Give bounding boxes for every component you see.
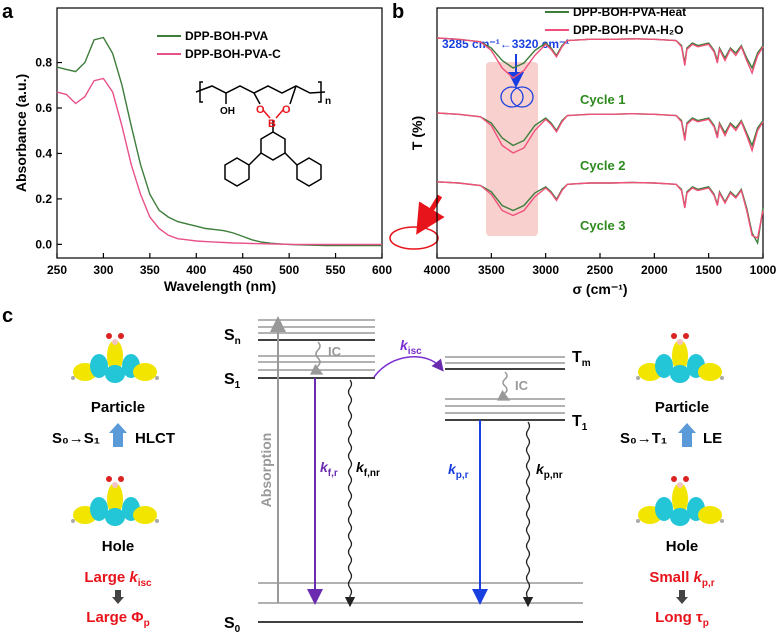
result-label: Long τp — [655, 609, 709, 629]
legend-label: DPP-BOH-PVA-Heat — [573, 5, 686, 19]
annotation-ellipse — [510, 86, 534, 108]
x-tick-label: 4000 — [424, 263, 451, 277]
x-tick-label: 400 — [186, 263, 206, 277]
x-tick-label: 2000 — [641, 263, 668, 277]
ic-arrow — [309, 341, 324, 375]
ic-arrow — [496, 371, 511, 401]
x-tick-label: 3500 — [478, 263, 505, 277]
y-axis-label: Absorbance (a.u.) — [13, 74, 29, 192]
x-tick-label: 600 — [372, 263, 392, 277]
orbital-image — [71, 476, 159, 526]
panel-label: b — [392, 1, 404, 23]
x-tick-label: 3000 — [532, 263, 559, 277]
structure-label: O — [282, 104, 291, 116]
data-line — [436, 37, 764, 79]
process-label: kf,nr — [356, 459, 380, 479]
result-label: Small kp,r — [649, 569, 714, 589]
x-tick-label: 1500 — [695, 263, 722, 277]
process-label: kf,r — [320, 459, 338, 479]
x-tick-label: 350 — [140, 263, 160, 277]
y-tick-label: 0.2 — [35, 192, 52, 206]
structure-label: O — [256, 104, 265, 116]
structure-label: OH — [220, 106, 235, 117]
data-line — [56, 77, 382, 246]
absorption-label: Absorption — [258, 433, 274, 508]
x-tick-label: 550 — [326, 263, 346, 277]
y-axis-label: T (%) — [409, 116, 425, 150]
process-label: kp,nr — [536, 461, 563, 481]
x-tick-label: 2500 — [587, 263, 614, 277]
x-axis-label: σ (cm⁻¹) — [572, 281, 627, 297]
orbital-label: Hole — [666, 538, 699, 555]
transition-arrow — [109, 423, 127, 447]
level-label: S0 — [224, 615, 241, 635]
ic-label: IC — [515, 378, 529, 393]
legend-label: DPP-BOH-PVA-C — [185, 47, 281, 61]
nonradiative-arrow — [344, 379, 356, 608]
annotation-ellipse — [500, 86, 524, 108]
data-line — [436, 181, 764, 246]
process-label: kp,r — [448, 461, 469, 481]
cycle-label: Cycle 1 — [580, 92, 626, 107]
legend-label: DPP-BOH-PVA-H₂O — [573, 23, 683, 37]
orbital-image — [636, 333, 724, 383]
orbital-label: Particle — [655, 399, 709, 416]
orbital-label: Hole — [102, 538, 135, 555]
panel-label: a — [2, 1, 14, 23]
y-tick-label: 0.4 — [35, 146, 52, 160]
panel-label: c — [2, 305, 13, 327]
highlight-band — [486, 62, 538, 236]
highlight-ellipse — [389, 226, 439, 250]
x-tick-label: 250 — [47, 263, 67, 277]
y-tick-label: 0.0 — [35, 237, 52, 251]
isc-arrow — [373, 356, 444, 378]
x-tick-label: 300 — [93, 263, 113, 277]
result-arrow — [112, 590, 124, 604]
process-label: kisc — [400, 337, 422, 357]
data-line — [436, 112, 764, 154]
result-label: Large kisc — [84, 569, 152, 589]
result-label: Large Φp — [86, 609, 149, 629]
structure-label: B — [268, 118, 276, 130]
transition-label: S₀→T₁ — [620, 430, 667, 447]
chemical-structure — [195, 81, 326, 187]
transition-type: HLCT — [135, 430, 175, 447]
x-tick-label: 500 — [279, 263, 299, 277]
x-tick-label: 450 — [233, 263, 253, 277]
transition-label: S₀→S₁ — [52, 430, 100, 447]
orbital-image — [636, 476, 724, 526]
ic-label: IC — [328, 344, 342, 359]
level-label: Sn — [224, 327, 241, 347]
x-tick-label: 1000 — [750, 263, 777, 277]
level-label: T1 — [572, 413, 588, 433]
cycle-label: Cycle 2 — [580, 158, 626, 173]
plot-frame — [56, 7, 383, 259]
level-label: S1 — [224, 371, 241, 391]
energy-levels — [258, 319, 583, 623]
level-label: Tm — [572, 349, 591, 369]
data-line — [56, 36, 382, 247]
x-axis-label: Wavelength (nm) — [164, 278, 276, 294]
orbital-image — [71, 333, 159, 383]
y-tick-label: 0.8 — [35, 56, 52, 70]
cycle-label: Cycle 3 — [580, 218, 626, 233]
structure-label: n — [325, 96, 331, 107]
result-arrow — [676, 590, 688, 604]
legend-label: DPP-BOH-PVA — [185, 29, 268, 43]
transition-arrow — [678, 423, 696, 447]
y-tick-label: 0.6 — [35, 101, 52, 115]
transition-type: LE — [703, 430, 722, 447]
data-line — [436, 181, 764, 240]
orbital-label: Particle — [91, 399, 145, 416]
nonradiative-arrow — [522, 421, 534, 608]
